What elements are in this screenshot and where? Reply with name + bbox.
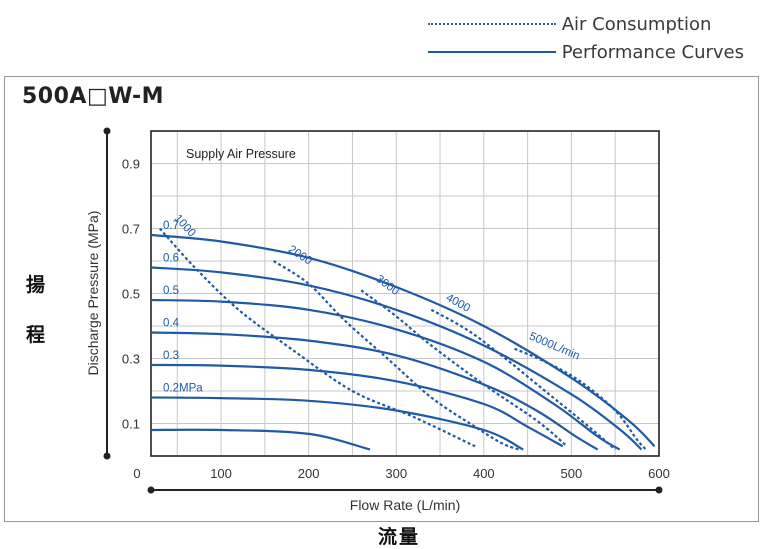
air-consumption-curve bbox=[514, 347, 647, 451]
air-consumption-label: 2000 bbox=[286, 243, 314, 267]
x-tick-label: 200 bbox=[298, 466, 320, 481]
performance-curve-label: 0.6 bbox=[163, 253, 179, 265]
x-tick-label: 600 bbox=[648, 466, 670, 481]
dashed-line-icon bbox=[427, 23, 556, 25]
performance-curve-label: 0.2MPa bbox=[163, 383, 203, 395]
performance-curve-label: 0.5 bbox=[163, 285, 179, 297]
x-tick-label: 500 bbox=[561, 466, 583, 481]
legend: Air Consumption Performance Curves bbox=[427, 10, 744, 66]
performance-curve-label: 0.3 bbox=[163, 350, 179, 362]
y-tick-label: 0.1 bbox=[122, 417, 140, 432]
chart-panel bbox=[4, 76, 759, 522]
y-axis-end-dot bbox=[103, 452, 111, 460]
x-axis-title: Flow Rate (L/min) bbox=[350, 497, 460, 513]
air-consumption-curve bbox=[360, 289, 568, 448]
y-tick-label: 0.5 bbox=[122, 287, 140, 302]
performance-curve-label: 0.7 bbox=[163, 220, 179, 232]
side-label-top: 揚 bbox=[26, 274, 46, 296]
legend-label: Air Consumption bbox=[561, 13, 712, 35]
performance-curve bbox=[150, 298, 621, 451]
performance-curve bbox=[150, 331, 599, 451]
legend-label: Performance Curves bbox=[561, 41, 744, 63]
solid-line-icon bbox=[427, 51, 556, 53]
performance-curve bbox=[150, 233, 656, 448]
air-consumption-label: 3000 bbox=[373, 273, 401, 298]
x-axis-end-dot bbox=[147, 486, 155, 494]
performance-curve bbox=[150, 266, 643, 451]
performance-curve bbox=[150, 363, 564, 448]
legend-item-performance-curves: Performance Curves bbox=[427, 38, 744, 66]
model-label: 500A□W-M bbox=[22, 84, 165, 109]
y-tick-label: 0.9 bbox=[122, 157, 140, 172]
x-axis-end-dot bbox=[655, 486, 663, 494]
legend-item-air-consumption: Air Consumption bbox=[427, 10, 744, 38]
y-tick-label: 0.3 bbox=[122, 352, 140, 367]
air-consumption-curve bbox=[430, 308, 616, 451]
performance-curve bbox=[150, 396, 524, 451]
y-tick-label: 0.7 bbox=[122, 222, 140, 237]
air-consumption-curve bbox=[158, 227, 476, 448]
performance-curve-label: 0.4 bbox=[163, 318, 180, 330]
performance-curve bbox=[150, 428, 371, 451]
y-axis-title: Discharge Pressure (MPa) bbox=[85, 211, 101, 376]
x-tick-label: 300 bbox=[385, 466, 407, 481]
y-axis-end-dot bbox=[103, 127, 111, 135]
air-consumption-curve bbox=[273, 260, 520, 451]
side-label-bottom: 程 bbox=[26, 324, 46, 346]
x-tick-label: 100 bbox=[210, 466, 232, 481]
air-consumption-label: 4000 bbox=[444, 292, 472, 315]
supply-air-pressure-label: Supply Air Pressure bbox=[186, 147, 296, 161]
x-tick-label: 400 bbox=[473, 466, 495, 481]
bottom-label: 流量 bbox=[378, 526, 421, 548]
x-tick-label: 0 bbox=[133, 466, 140, 481]
plot-frame bbox=[150, 130, 660, 457]
